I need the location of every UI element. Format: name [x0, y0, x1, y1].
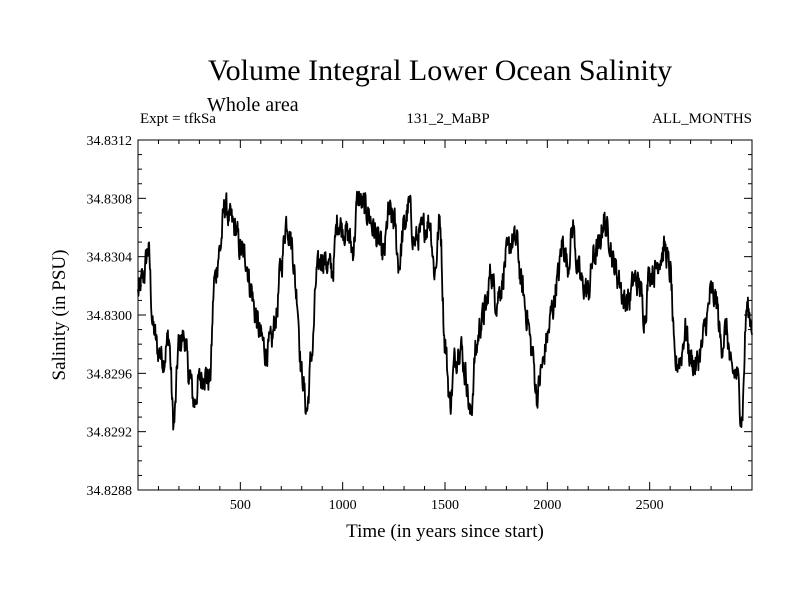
y-axis: 34.8288 34.8292 34.8296 34.8300 34.8304 34.83… [87, 134, 752, 499]
experiment-label: Expt = tfkSa [140, 111, 216, 127]
x-tick-label: 1500 [431, 498, 459, 513]
y-axis-label: Salinity (in PSU) [49, 250, 70, 381]
y-tick-label: 34.8308 [87, 192, 133, 207]
chart-subtitle: Whole area [207, 94, 299, 116]
x-axis-label: Time (in years since start) [346, 521, 544, 542]
period-label: ALL_MONTHS [652, 111, 752, 127]
y-tick-label: 34.8304 [87, 251, 133, 266]
y-tick-label: 34.8288 [87, 484, 133, 499]
run-label: 131_2_MaBP [406, 111, 489, 127]
x-axis: 500 1000 1500 2000 2500 [157, 140, 733, 513]
x-tick-label: 1000 [329, 498, 357, 513]
chart-title: Volume Integral Lower Ocean Salinity [208, 54, 672, 87]
plot-frame [137, 139, 753, 491]
x-tick-label: 500 [230, 498, 251, 513]
y-tick-label: 34.8292 [87, 426, 133, 441]
y-tick-label: 34.8300 [87, 309, 133, 324]
y-tick-label: 34.8296 [87, 367, 133, 382]
salinity-series-line [137, 190, 753, 431]
y-tick-label: 34.8312 [87, 134, 133, 149]
x-tick-label: 2000 [533, 498, 561, 513]
x-tick-label: 2500 [636, 498, 664, 513]
